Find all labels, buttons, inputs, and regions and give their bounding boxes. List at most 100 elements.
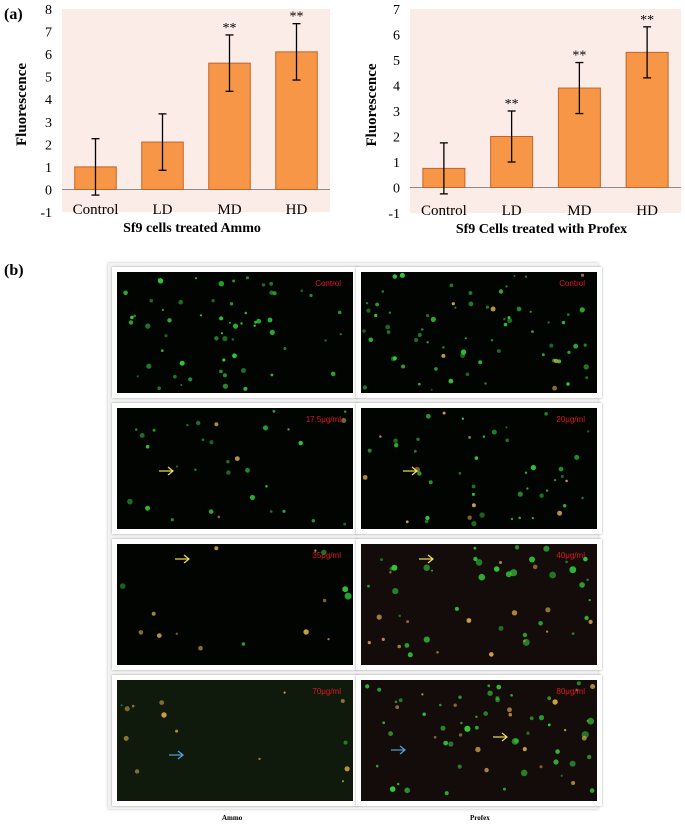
cell-green xyxy=(417,471,422,476)
micrograph-background xyxy=(117,272,353,393)
cell-orange xyxy=(489,652,494,657)
cell-orange xyxy=(381,637,385,641)
cell-green xyxy=(194,468,197,471)
cell-orange xyxy=(458,733,463,737)
cell-orange xyxy=(314,549,317,552)
cell-green xyxy=(145,505,150,511)
cell-green xyxy=(516,306,522,312)
cell-orange xyxy=(421,693,424,696)
x-tick-label: Control xyxy=(421,203,467,219)
cell-green xyxy=(146,363,152,369)
micrograph-image: Control xyxy=(117,272,353,393)
y-axis-label: Fluorescence xyxy=(14,63,30,146)
cell-green xyxy=(243,386,248,391)
cell-green xyxy=(503,787,506,791)
panel-label-a: (a) xyxy=(4,6,23,23)
x-tick-label: LD xyxy=(502,203,522,219)
cell-green xyxy=(531,330,534,333)
cell-green xyxy=(244,311,248,315)
cell-green xyxy=(458,471,462,475)
cell-green xyxy=(442,346,445,349)
cell-orange xyxy=(475,746,481,753)
cell-green xyxy=(482,435,486,438)
cell-green xyxy=(311,519,315,523)
cell-green xyxy=(461,417,465,420)
micrograph-image: Control xyxy=(361,272,597,393)
cell-green xyxy=(245,276,250,280)
cell-orange xyxy=(511,610,518,616)
y-tick-label: -1 xyxy=(388,207,400,222)
cell-green xyxy=(392,274,398,279)
cell-green xyxy=(269,281,274,286)
cell-green xyxy=(265,485,268,488)
micrograph-image: 70μg/ml xyxy=(117,680,353,801)
cell-orange xyxy=(340,699,345,703)
cell-green xyxy=(157,386,161,391)
cell-green xyxy=(424,519,429,524)
cell-green xyxy=(218,280,225,287)
cell-green xyxy=(493,566,500,572)
concentration-label: 70μg/ml xyxy=(312,687,341,696)
cell-green xyxy=(199,314,202,317)
cell-orange xyxy=(590,684,596,689)
cell-green xyxy=(267,317,273,323)
cell-green xyxy=(196,420,201,426)
cell-green xyxy=(380,558,383,562)
cell-green xyxy=(498,625,504,631)
cell-green xyxy=(339,333,342,336)
arrow-head xyxy=(167,466,174,476)
cell-green xyxy=(487,690,493,696)
cell-green xyxy=(454,306,457,309)
cell-green xyxy=(374,313,378,318)
cell-green xyxy=(423,636,430,643)
cell-green xyxy=(394,700,398,704)
cell-green xyxy=(241,368,246,373)
cell-green xyxy=(342,586,349,593)
cell-green xyxy=(219,369,223,374)
cell-orange xyxy=(484,767,489,773)
arrow-head xyxy=(427,554,434,564)
cell-orange xyxy=(581,735,587,741)
cell-green xyxy=(425,515,430,521)
cell-green xyxy=(561,320,566,325)
cell-orange xyxy=(395,705,400,710)
cell-orange xyxy=(198,645,203,651)
concentration-label: 80μg/ml xyxy=(556,687,585,696)
cell-green xyxy=(587,754,592,760)
cell-orange xyxy=(436,651,439,654)
cell-green xyxy=(388,731,393,736)
arrow-head xyxy=(183,554,190,564)
cell-green xyxy=(576,681,581,686)
cell-green xyxy=(269,329,275,335)
cell-green xyxy=(583,556,588,562)
cell-orange xyxy=(367,641,371,645)
cell-green xyxy=(565,560,568,564)
cell-green xyxy=(130,315,134,320)
cell-green xyxy=(428,480,433,485)
cell-green xyxy=(560,774,563,777)
cell-green xyxy=(229,302,234,306)
cell-green xyxy=(507,318,513,324)
cell-green xyxy=(404,787,410,794)
micrograph-background xyxy=(361,408,597,529)
cell-green xyxy=(465,372,470,377)
concentration-label: 35μg/ml xyxy=(312,551,341,560)
cell-green xyxy=(231,338,234,341)
cell-orange xyxy=(123,735,129,741)
cell-green xyxy=(133,314,137,318)
cell-green xyxy=(186,424,189,427)
cell-green xyxy=(569,760,576,767)
cell-green xyxy=(245,467,250,473)
cell-green xyxy=(222,358,226,362)
cell-green xyxy=(422,712,426,716)
cell-green xyxy=(249,494,255,501)
cell-green xyxy=(430,388,433,391)
cell-green xyxy=(574,454,580,460)
cell-green xyxy=(513,274,516,277)
cell-green xyxy=(381,290,385,293)
cell-green xyxy=(566,382,570,386)
cell-green xyxy=(530,464,537,471)
cell-green xyxy=(388,311,392,314)
cell-orange xyxy=(571,781,576,785)
cell-green xyxy=(375,302,379,307)
